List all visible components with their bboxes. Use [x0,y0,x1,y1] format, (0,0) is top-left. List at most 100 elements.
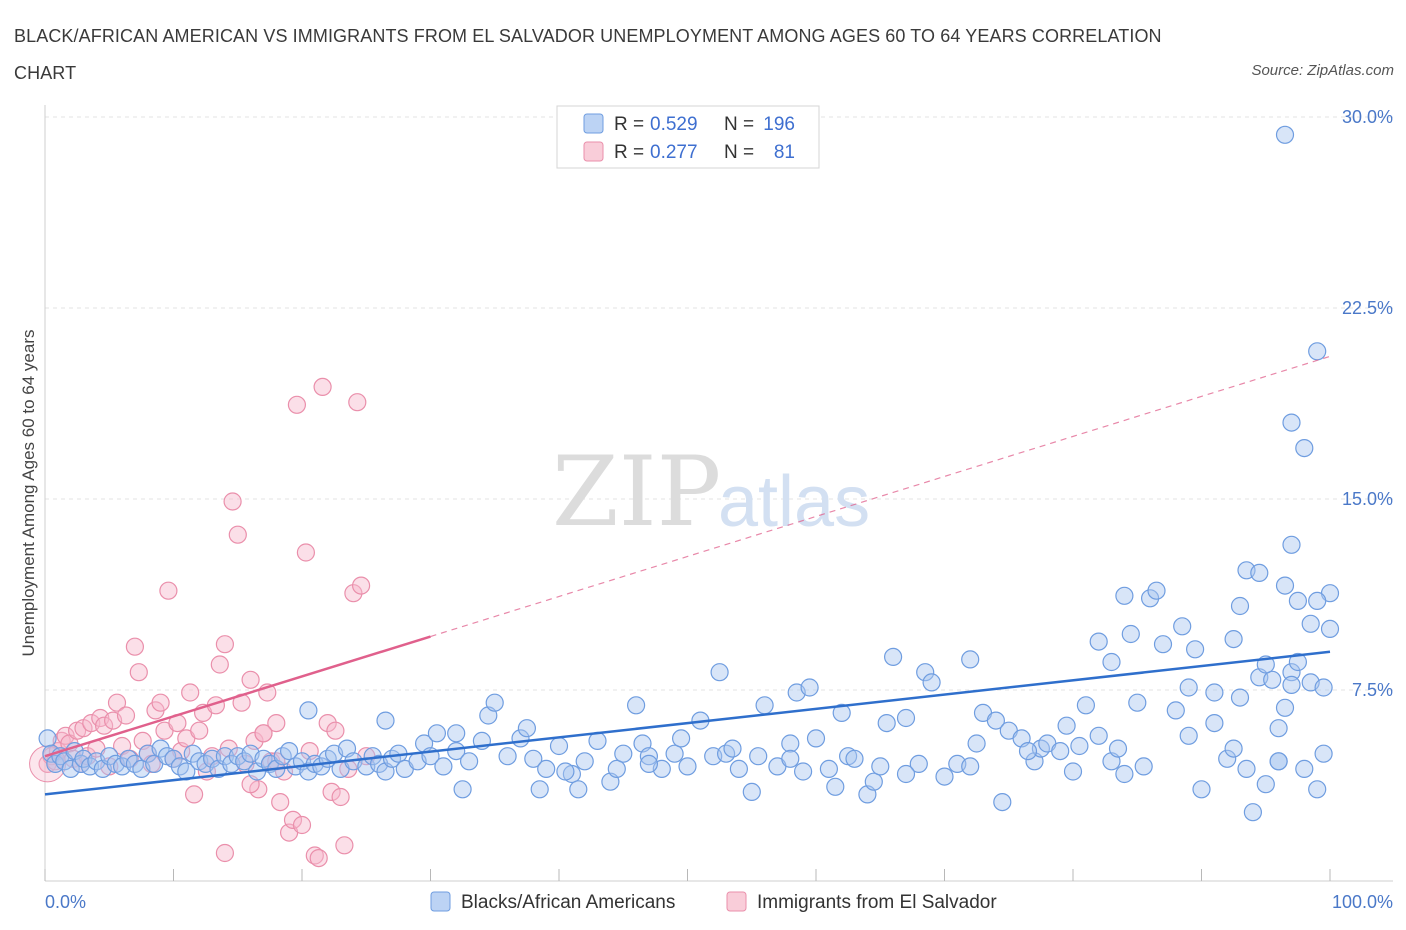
x-tick-max: 100.0% [1332,892,1393,912]
legend-n-label-1: N = [724,114,754,135]
blacks-point-147 [1224,739,1243,758]
blacks-point-171 [1018,741,1038,761]
immigrants-point-36 [185,785,204,804]
blacks-point-189 [1275,125,1295,144]
blacks-point-83 [626,696,646,715]
blacks-point-172 [1070,736,1089,756]
trend-line-blacks [44,650,1331,796]
immigrants-point-66 [313,377,332,396]
blacks-point-170 [961,757,980,776]
legend-r-label-1: R = [614,114,644,135]
blacks-point-187 [1282,675,1301,695]
blacks-point-117 [935,767,954,786]
blacks-point-20 [151,739,170,758]
blacks-point-85 [639,747,659,766]
blacks-point-186 [1269,719,1288,738]
blacks-point-165 [639,754,659,774]
immigrants-point-73 [344,584,363,603]
legend-n-value-1: 196 [763,114,795,135]
blacks-point-133 [1089,726,1108,745]
series-immigrants-points [29,377,376,868]
blacks-point-5 [61,759,80,779]
immigrants-point-20 [116,706,136,725]
blacks-point-154 [1282,663,1301,682]
blacks-point-114 [909,754,928,774]
blacks-point-144 [1192,780,1211,799]
blacks-point-200 [1102,652,1121,672]
immigrants-point-55 [267,713,286,733]
blacks-point-182 [1301,614,1320,633]
legend-swatch-blue [583,113,604,134]
blacks-point-107 [845,749,864,768]
blacks-point-103 [806,729,826,748]
blacks-point-101 [793,762,813,781]
immigrants-point-68 [322,782,341,802]
blacks-point-111 [877,713,896,733]
blacks-point-142 [1179,678,1198,697]
blacks-point-190 [1308,342,1327,361]
blacks-point-132 [1076,696,1096,715]
blacks-point-150 [1243,803,1263,822]
blacks-point-88 [671,729,691,748]
blacks-point-115 [916,663,935,682]
trend-line-immigrants-extrapolated [430,355,1331,638]
blacks-point-129 [1051,741,1070,761]
source-label: Source: ZipAtlas.com [1251,62,1394,79]
blacks-point-188 [1269,752,1288,771]
blacks-point-87 [665,744,684,763]
correlation-legend: R = 0.529 N = 196 R = 0.277 N = 81 [556,105,820,169]
blacks-point-105 [832,703,851,723]
immigrants-point-23 [129,663,148,682]
immigrants-point-61 [292,815,312,835]
blacks-point-181 [1288,591,1308,611]
immigrants-point-75 [352,576,371,595]
immigrants-point-77 [215,843,234,863]
blacks-point-148 [1230,688,1250,707]
blacks-point-104 [819,759,839,779]
bottom-legend-swatch-blue [430,891,451,912]
blacks-point-25 [183,744,202,763]
blacks-point-63 [447,741,466,761]
blacks-point-158 [1308,780,1327,799]
axes [44,105,1393,882]
blacks-point-120 [967,734,986,753]
blacks-point-169 [896,764,916,784]
y-tick-labels: 7.5% 15.0% 22.5% 30.0% [1342,107,1393,700]
blacks-point-102 [800,678,819,697]
blacks-point-193 [1282,535,1301,554]
immigrants-point-18 [107,693,127,712]
blacks-point-192 [1295,439,1314,458]
chart-title: BLACK/AFRICAN AMERICAN VS IMMIGRANTS FRO… [14,26,1162,83]
legend-n-label-2: N = [724,142,754,163]
blacks-point-110 [871,757,890,776]
blacks-point-61 [427,724,446,743]
blacks-point-145 [1205,713,1224,733]
blacks-point-109 [864,772,883,791]
immigrants-point-22 [125,637,144,656]
immigrants-point-42 [210,655,229,674]
blacks-point-0 [38,729,57,748]
blacks-point-119 [961,650,980,669]
immigrants-point-79 [254,724,273,743]
immigrants-point-46 [228,525,247,544]
blacks-point-161 [299,701,318,720]
blacks-point-22 [164,749,183,768]
blacks-point-69 [498,747,517,766]
blacks-point-185 [1320,619,1340,639]
blacks-point-81 [607,759,626,779]
blacks-point-167 [781,749,800,768]
blacks-point-71 [517,719,537,738]
blacks-point-97 [755,696,774,715]
grid-lines [45,116,1393,691]
bottom-legend: Blacks/African Americans Immigrants from… [430,891,997,913]
blacks-point-176 [1224,629,1243,649]
trend-line-immigrants [44,635,431,758]
blacks-point-77 [569,780,588,799]
blacks-point-40 [280,741,299,761]
blacks-point-92 [710,663,729,682]
immigrants-point-49 [241,670,260,689]
blacks-point-159 [1314,744,1333,763]
blacks-point-155 [1288,652,1308,672]
blacks-point-164 [556,762,575,781]
